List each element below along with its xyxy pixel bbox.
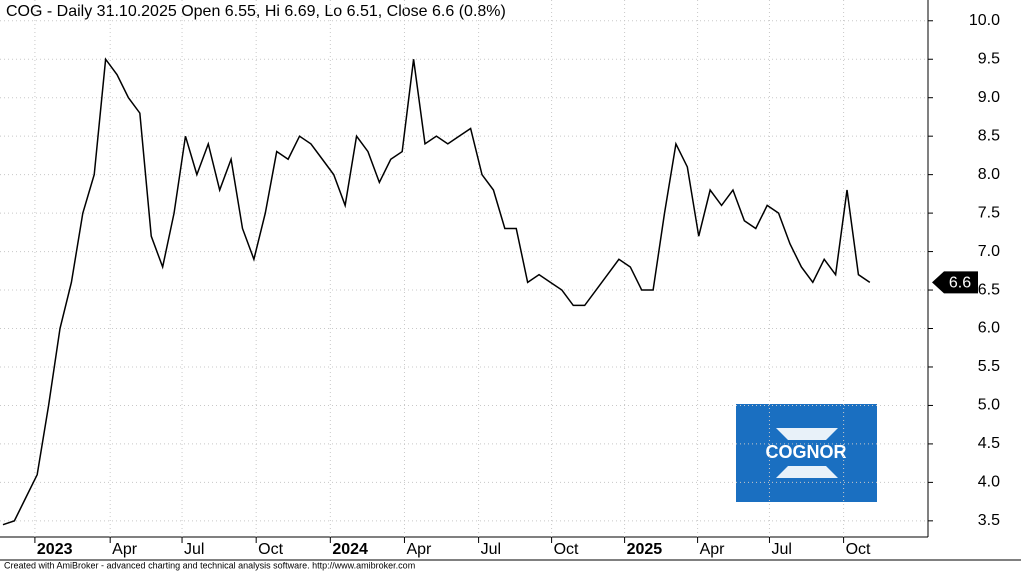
y-tick-label: 6.5 bbox=[978, 281, 1000, 298]
y-tick-label: 4.5 bbox=[978, 435, 1000, 452]
x-tick-label: Apr bbox=[406, 541, 432, 558]
x-tick-label: Apr bbox=[700, 541, 726, 558]
chart-title: COG - Daily 31.10.2025 Open 6.55, Hi 6.6… bbox=[6, 3, 506, 20]
y-tick-label: 9.0 bbox=[978, 89, 1000, 106]
logo-text: COGNOR bbox=[766, 442, 847, 462]
y-tick-label: 9.5 bbox=[978, 50, 1000, 67]
y-tick-label: 3.5 bbox=[978, 512, 1000, 529]
y-tick-label: 10.0 bbox=[969, 12, 1000, 29]
logo-box bbox=[736, 404, 877, 502]
x-tick-label: Oct bbox=[554, 541, 579, 558]
x-tick-label: Jul bbox=[184, 541, 204, 558]
x-tick-label: Jul bbox=[481, 541, 501, 558]
y-tick-label: 7.0 bbox=[978, 243, 1000, 260]
x-tick-label: Apr bbox=[112, 541, 138, 558]
last-value-label: 6.6 bbox=[949, 275, 971, 292]
footer: Created with AmiBroker - advanced charti… bbox=[4, 560, 415, 570]
y-tick-label: 6.0 bbox=[978, 320, 1000, 337]
y-tick-label: 5.5 bbox=[978, 358, 1000, 375]
x-tick-label: Oct bbox=[846, 541, 871, 558]
y-tick-label: 8.0 bbox=[978, 166, 1000, 183]
y-tick-label: 7.5 bbox=[978, 204, 1000, 221]
x-tick-label: 2025 bbox=[627, 541, 663, 558]
x-tick-label: 2023 bbox=[37, 541, 73, 558]
logo: COGNOR bbox=[736, 404, 877, 502]
y-tick-label: 8.5 bbox=[978, 127, 1000, 144]
logo-icon bbox=[776, 428, 838, 478]
x-tick-label: 2024 bbox=[332, 541, 368, 558]
y-tick-label: 5.0 bbox=[978, 397, 1000, 414]
price-line bbox=[2, 57, 871, 526]
x-tick-label: Oct bbox=[258, 541, 283, 558]
y-tick-label: 4.0 bbox=[978, 474, 1000, 491]
last-value-tag bbox=[932, 271, 978, 294]
x-tick-label: Jul bbox=[771, 541, 791, 558]
